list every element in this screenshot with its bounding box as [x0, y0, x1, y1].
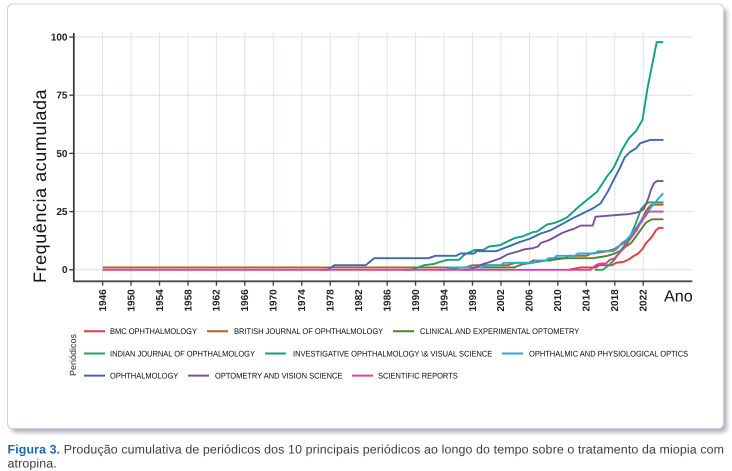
svg-text:Ano: Ano [664, 288, 693, 306]
svg-text:100: 100 [51, 32, 68, 43]
svg-text:INDIAN JOURNAL OF OPHTHALMOLOG: INDIAN JOURNAL OF OPHTHALMOLOGY [110, 349, 255, 358]
svg-text:1994: 1994 [439, 289, 450, 312]
svg-text:SCIENTIFIC REPORTS: SCIENTIFIC REPORTS [378, 371, 458, 380]
svg-text:1990: 1990 [411, 289, 422, 312]
svg-text:INVESTIGATIVE OPHTHALMOLOGY \&: INVESTIGATIVE OPHTHALMOLOGY \& VISUAL SC… [293, 349, 493, 358]
svg-text:OPHTHALMOLOGY: OPHTHALMOLOGY [110, 371, 179, 380]
svg-text:1970: 1970 [269, 289, 280, 312]
svg-text:1998: 1998 [468, 289, 479, 312]
svg-text:Frequência acumulada: Frequência acumulada [30, 88, 50, 283]
svg-text:1958: 1958 [183, 289, 194, 312]
svg-text:atropina.: atropina. [8, 457, 57, 471]
svg-text:1954: 1954 [155, 289, 166, 312]
svg-text:75: 75 [56, 91, 68, 102]
svg-text:BMC OPHTHALMOLOGY: BMC OPHTHALMOLOGY [110, 327, 197, 336]
svg-text:2018: 2018 [610, 289, 621, 312]
svg-text:1978: 1978 [326, 289, 337, 312]
svg-text:2002: 2002 [496, 289, 507, 312]
svg-text:1966: 1966 [240, 289, 251, 312]
svg-text:1950: 1950 [126, 289, 137, 312]
svg-text:1986: 1986 [382, 289, 393, 312]
svg-text:1974: 1974 [297, 289, 308, 312]
svg-text:1946: 1946 [98, 289, 109, 312]
svg-text:2006: 2006 [525, 289, 536, 312]
svg-text:OPTOMETRY AND VISION SCIENCE: OPTOMETRY AND VISION SCIENCE [215, 371, 343, 380]
svg-text:2022: 2022 [639, 289, 650, 312]
svg-text:2010: 2010 [553, 289, 564, 312]
svg-text:BRITISH JOURNAL OF OPHTHALMOLO: BRITISH JOURNAL OF OPHTHALMOLOGY [234, 327, 384, 336]
svg-text:1962: 1962 [212, 289, 223, 312]
svg-text:1982: 1982 [354, 289, 365, 312]
svg-text:25: 25 [56, 207, 68, 218]
svg-text:Figura 3. Produção cumulativa: Figura 3. Produção cumulativa de periódi… [8, 443, 725, 457]
svg-text:0: 0 [62, 265, 68, 276]
svg-text:2014: 2014 [582, 289, 593, 312]
svg-text:50: 50 [56, 149, 68, 160]
svg-text:CLINICAL AND EXPERIMENTAL OPTO: CLINICAL AND EXPERIMENTAL OPTOMETRY [420, 327, 580, 336]
svg-text:OPHTHALMIC AND PHYSIOLOGICAL O: OPHTHALMIC AND PHYSIOLOGICAL OPTICS [529, 349, 689, 358]
svg-text:Periódicos: Periódicos [68, 333, 78, 376]
